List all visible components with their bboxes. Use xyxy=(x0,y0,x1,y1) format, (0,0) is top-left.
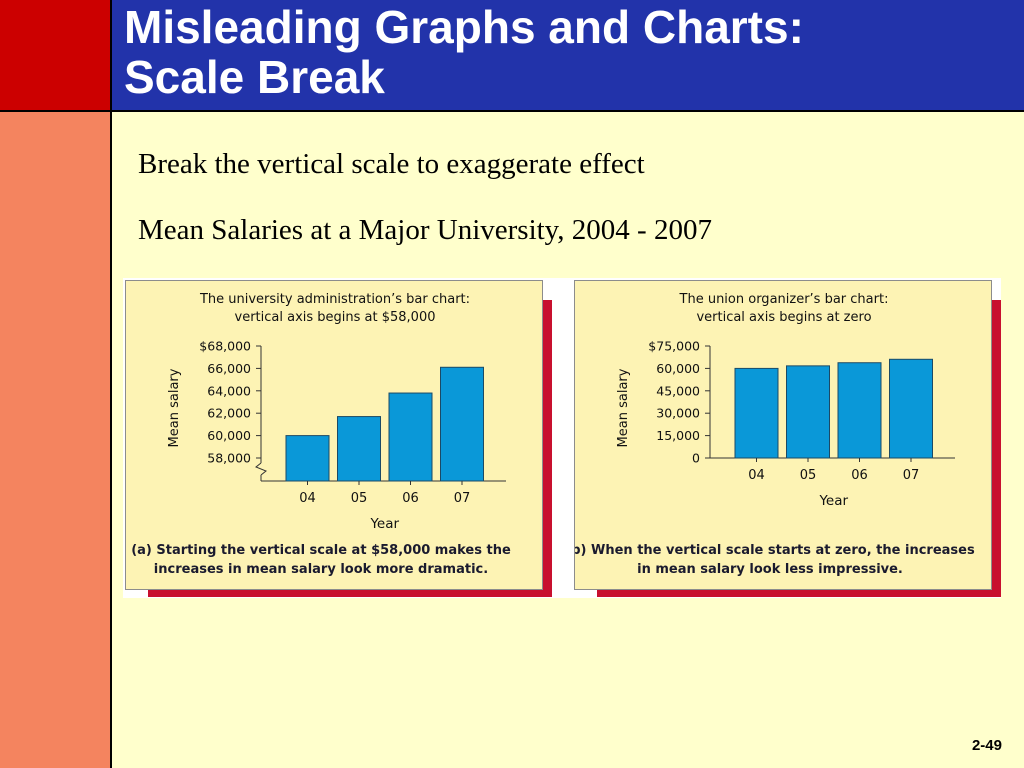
y-tick-label: 64,000 xyxy=(207,383,251,398)
x-axis-label: Year xyxy=(369,516,399,532)
y-axis-label: Mean salary xyxy=(167,368,182,447)
chart-title-line2: vertical axis begins at $58,000 xyxy=(235,310,436,325)
x-tick-label: 06 xyxy=(402,491,419,506)
figure: The university administration’s bar char… xyxy=(123,278,1001,598)
y-tick-label: 45,000 xyxy=(656,383,700,398)
y-tick-label: 60,000 xyxy=(207,428,251,443)
slide-number: 2-49 xyxy=(971,737,1002,754)
bar xyxy=(786,365,830,459)
x-tick-label: 04 xyxy=(299,491,316,506)
x-tick-label: 07 xyxy=(454,491,471,506)
chart-title-line2: vertical axis begins at zero xyxy=(696,310,871,325)
x-tick-label: 07 xyxy=(903,468,920,483)
x-tick-label: 06 xyxy=(851,468,868,483)
y-tick-label: 66,000 xyxy=(207,361,251,376)
panel-b: The union organizer’s bar chart: vertical… xyxy=(565,280,992,590)
y-tick-label: $68,000 xyxy=(199,339,251,354)
bar xyxy=(440,366,484,482)
slide-subtitle: Break the vertical scale to exaggerate e… xyxy=(138,148,645,180)
y-tick-label: $75,000 xyxy=(648,339,700,354)
chart-footnote-line1: (a) Starting the vertical scale at $58,0… xyxy=(131,543,511,558)
left-accent-block xyxy=(0,0,112,112)
bar xyxy=(837,362,882,459)
y-tick-label: 62,000 xyxy=(207,406,251,421)
chart-footnote-line1: (b) When the vertical scale starts at ze… xyxy=(575,543,975,558)
x-tick-label: 05 xyxy=(351,491,368,506)
y-tick-label: 30,000 xyxy=(656,406,700,421)
x-axis-label: Year xyxy=(818,493,848,509)
bar xyxy=(889,358,933,459)
chart-caption: Mean Salaries at a Major University, 200… xyxy=(138,214,712,246)
panel-a: The university administration’s bar char… xyxy=(125,280,543,590)
scale-break-mark xyxy=(255,462,267,476)
left-accent-band xyxy=(0,112,112,768)
bar xyxy=(337,416,381,482)
y-tick-label: 15,000 xyxy=(656,428,700,443)
chart-b: The union organizer’s bar chart: vertical… xyxy=(565,292,975,577)
y-tick-label: 0 xyxy=(692,451,700,466)
slide-title-line2: Scale Break xyxy=(124,51,385,103)
chart-footnote-line2: increases in mean salary look more drama… xyxy=(154,562,488,577)
chart-title-line1: The union organizer’s bar chart: xyxy=(679,292,889,307)
bar xyxy=(734,367,779,459)
slide-title-line1: Misleading Graphs and Charts: xyxy=(124,1,804,53)
y-axis-label: Mean salary xyxy=(616,368,631,447)
chart-footnote-line2: in mean salary look less impressive. xyxy=(637,562,903,577)
x-tick-label: 05 xyxy=(800,468,817,483)
y-tick-label: 60,000 xyxy=(656,361,700,376)
bar xyxy=(388,392,433,482)
chart-title-line1: The university administration’s bar char… xyxy=(199,292,470,307)
title-bar: Misleading Graphs and Charts: Scale Brea… xyxy=(112,0,1024,112)
bar xyxy=(285,435,330,482)
y-tick-label: 58,000 xyxy=(207,451,251,466)
chart-a: The university administration’s bar char… xyxy=(131,292,511,577)
x-tick-label: 04 xyxy=(748,468,765,483)
